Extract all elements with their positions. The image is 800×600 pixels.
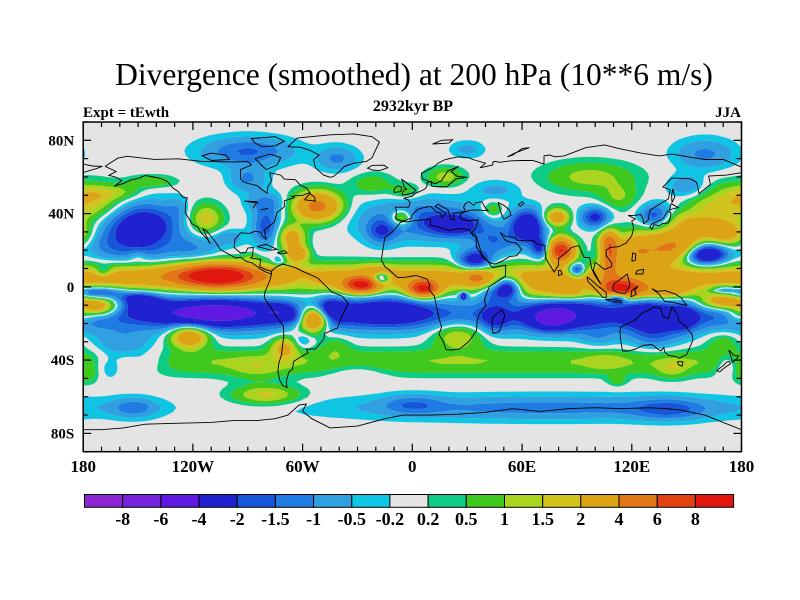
svg-text:6: 6 — [653, 509, 662, 529]
svg-text:1.5: 1.5 — [531, 509, 554, 529]
svg-text:-1.5: -1.5 — [261, 509, 290, 529]
svg-text:80S: 80S — [51, 426, 74, 442]
svg-text:0.2: 0.2 — [417, 509, 440, 529]
svg-text:180: 180 — [70, 457, 96, 476]
svg-text:60E: 60E — [508, 457, 536, 476]
svg-text:Expt = tEwth: Expt = tEwth — [83, 105, 170, 121]
svg-text:JJA: JJA — [715, 105, 741, 121]
svg-text:0: 0 — [67, 280, 75, 296]
svg-text:-8: -8 — [115, 509, 130, 529]
svg-text:180: 180 — [729, 457, 755, 476]
svg-text:40N: 40N — [48, 207, 74, 223]
svg-text:Divergence (smoothed) at 200 h: Divergence (smoothed) at 200 hPa (10**6 … — [115, 57, 713, 92]
svg-text:-0.5: -0.5 — [338, 509, 367, 529]
svg-text:80N: 80N — [48, 133, 74, 149]
svg-text:-4: -4 — [192, 509, 207, 529]
svg-text:120E: 120E — [613, 457, 650, 476]
svg-text:40S: 40S — [51, 353, 74, 369]
svg-text:-1: -1 — [306, 509, 321, 529]
svg-text:-0.2: -0.2 — [376, 509, 405, 529]
svg-text:-6: -6 — [153, 509, 168, 529]
svg-text:8: 8 — [691, 509, 700, 529]
svg-text:2: 2 — [576, 509, 585, 529]
svg-text:120W: 120W — [172, 457, 215, 476]
svg-text:4: 4 — [615, 509, 624, 529]
svg-text:0: 0 — [408, 457, 417, 476]
svg-text:60W: 60W — [286, 457, 320, 476]
svg-text:2932kyr BP: 2932kyr BP — [373, 98, 453, 115]
svg-text:0.5: 0.5 — [455, 509, 478, 529]
svg-text:-2: -2 — [230, 509, 245, 529]
svg-text:1: 1 — [500, 509, 509, 529]
